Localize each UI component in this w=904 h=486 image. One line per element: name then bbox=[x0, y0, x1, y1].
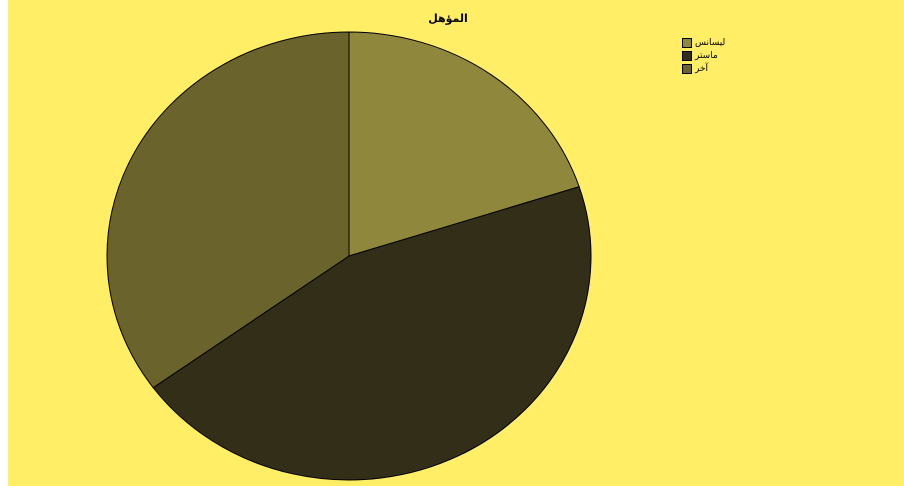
legend-item-2: ماستر bbox=[682, 49, 725, 62]
legend-swatch bbox=[682, 50, 692, 61]
pie-slice-2 bbox=[152, 186, 592, 481]
legend-item-1: ليسانس bbox=[682, 36, 725, 49]
legend-label: ماستر bbox=[695, 50, 718, 61]
chart-area: المؤهل ليسانس ماستر آخر bbox=[8, 0, 904, 486]
pie-slice-1 bbox=[348, 31, 580, 257]
pie-slice-3 bbox=[106, 31, 350, 389]
legend-label: آخر bbox=[695, 63, 709, 74]
legend-item-3: آخر bbox=[682, 62, 725, 75]
legend: ليسانس ماستر آخر bbox=[682, 36, 725, 75]
chart-title: المؤهل bbox=[428, 12, 468, 25]
legend-label: ليسانس bbox=[695, 37, 726, 48]
pie-chart bbox=[106, 31, 592, 481]
legend-swatch bbox=[682, 37, 692, 48]
legend-swatch bbox=[682, 63, 692, 74]
